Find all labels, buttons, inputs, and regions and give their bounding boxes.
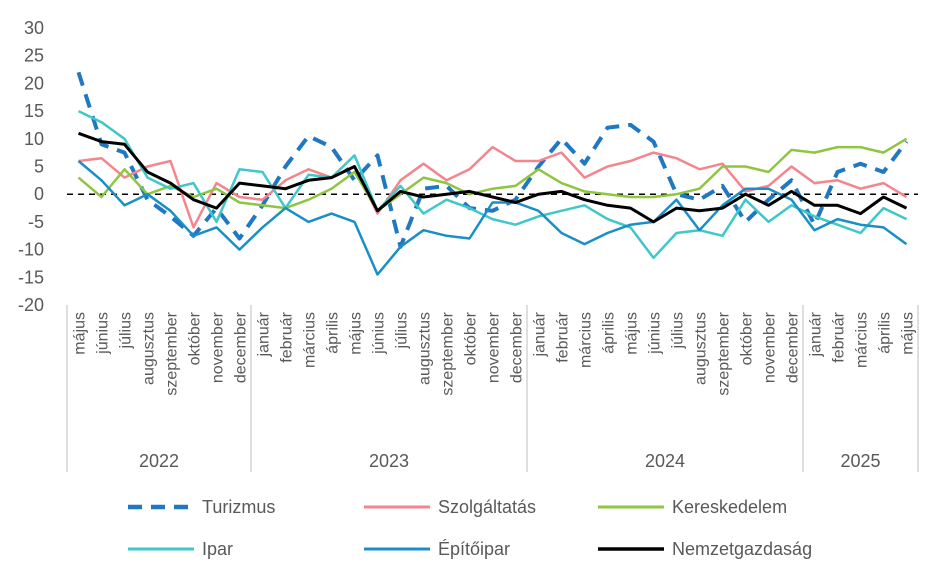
legend: Turizmus Szolgáltatás Kereskedelem Ipar Épít… xyxy=(128,497,812,559)
y-tick-label: -15 xyxy=(18,267,44,287)
x-axis: május június július augusztus szeptember októ… xyxy=(66,305,919,472)
series-line-ipar xyxy=(77,109,908,260)
x-tick-label: január xyxy=(532,311,549,357)
x-tick-label: december xyxy=(509,311,526,383)
x-tick-label: május xyxy=(72,312,89,355)
year-label: 2023 xyxy=(369,451,409,471)
legend-label: Turizmus xyxy=(202,497,275,517)
x-tick-label: január xyxy=(808,311,825,357)
x-tick-label: március xyxy=(302,312,319,368)
x-tick-label: december xyxy=(785,311,802,383)
x-tick-label: június xyxy=(647,312,664,355)
series-line-nemzetgazdaság xyxy=(77,131,908,224)
series-line-kereskedelem xyxy=(77,137,908,213)
x-tick-label: november xyxy=(486,311,503,383)
x-tick-label: november xyxy=(210,311,227,383)
legend-label: Ipar xyxy=(202,539,233,559)
y-tick-label: 30 xyxy=(24,18,44,38)
y-tick-label: 10 xyxy=(24,129,44,149)
y-tick-label: 0 xyxy=(34,184,44,204)
x-tick-label: május xyxy=(624,312,641,355)
x-tick-label: február xyxy=(831,311,848,362)
legend-label: Építőipar xyxy=(438,539,510,559)
x-tick-label: július xyxy=(394,312,411,349)
legend-label: Nemzetgazdaság xyxy=(672,539,812,559)
x-tick-label: október xyxy=(463,311,480,365)
x-tick-label: február xyxy=(279,311,296,362)
y-axis: -20 -15 -10 -5 0 5 10 15 20 25 30 xyxy=(18,18,44,315)
x-tick-label: augusztus xyxy=(141,312,158,385)
x-tick-label: április xyxy=(601,312,618,354)
x-tick-label: november xyxy=(762,311,779,383)
series-line-turizmus xyxy=(76,71,909,249)
y-tick-label: -5 xyxy=(28,212,44,232)
x-tick-label: október xyxy=(187,311,204,365)
year-label: 2024 xyxy=(645,451,685,471)
x-tick-label: augusztus xyxy=(417,312,434,385)
x-tick-label: május xyxy=(348,312,365,355)
x-tick-label: június xyxy=(95,312,112,355)
y-tick-label: 25 xyxy=(24,46,44,66)
x-tick-label: június xyxy=(371,312,388,355)
y-tick-label: -20 xyxy=(18,295,44,315)
x-tick-label: március xyxy=(578,312,595,368)
x-tick-label: szeptember xyxy=(164,311,181,395)
y-tick-label: 5 xyxy=(34,157,44,177)
year-label: 2025 xyxy=(840,451,880,471)
y-tick-label: -10 xyxy=(18,240,44,260)
x-tick-label: január xyxy=(256,311,273,357)
x-tick-label: október xyxy=(739,311,756,365)
x-tick-label: szeptember xyxy=(440,311,457,395)
x-tick-label: május xyxy=(900,312,917,355)
x-tick-label: április xyxy=(877,312,894,354)
x-tick-label: december xyxy=(233,311,250,383)
x-tick-label: szeptember xyxy=(716,311,733,395)
x-tick-label: február xyxy=(555,311,572,362)
series-lines xyxy=(76,71,909,276)
x-tick-label: március xyxy=(854,312,871,368)
legend-label: Kereskedelem xyxy=(672,497,787,517)
series-line-szolgáltatás xyxy=(78,145,908,229)
x-tick-label: április xyxy=(325,312,342,354)
year-label: 2022 xyxy=(139,451,179,471)
series-line-építőipar xyxy=(77,160,908,276)
x-tick-label: július xyxy=(118,312,135,349)
x-tick-label: augusztus xyxy=(693,312,710,385)
x-tick-label: július xyxy=(670,312,687,349)
legend-label: Szolgáltatás xyxy=(438,497,536,517)
y-tick-label: 15 xyxy=(24,101,44,121)
y-tick-label: 20 xyxy=(24,73,44,93)
